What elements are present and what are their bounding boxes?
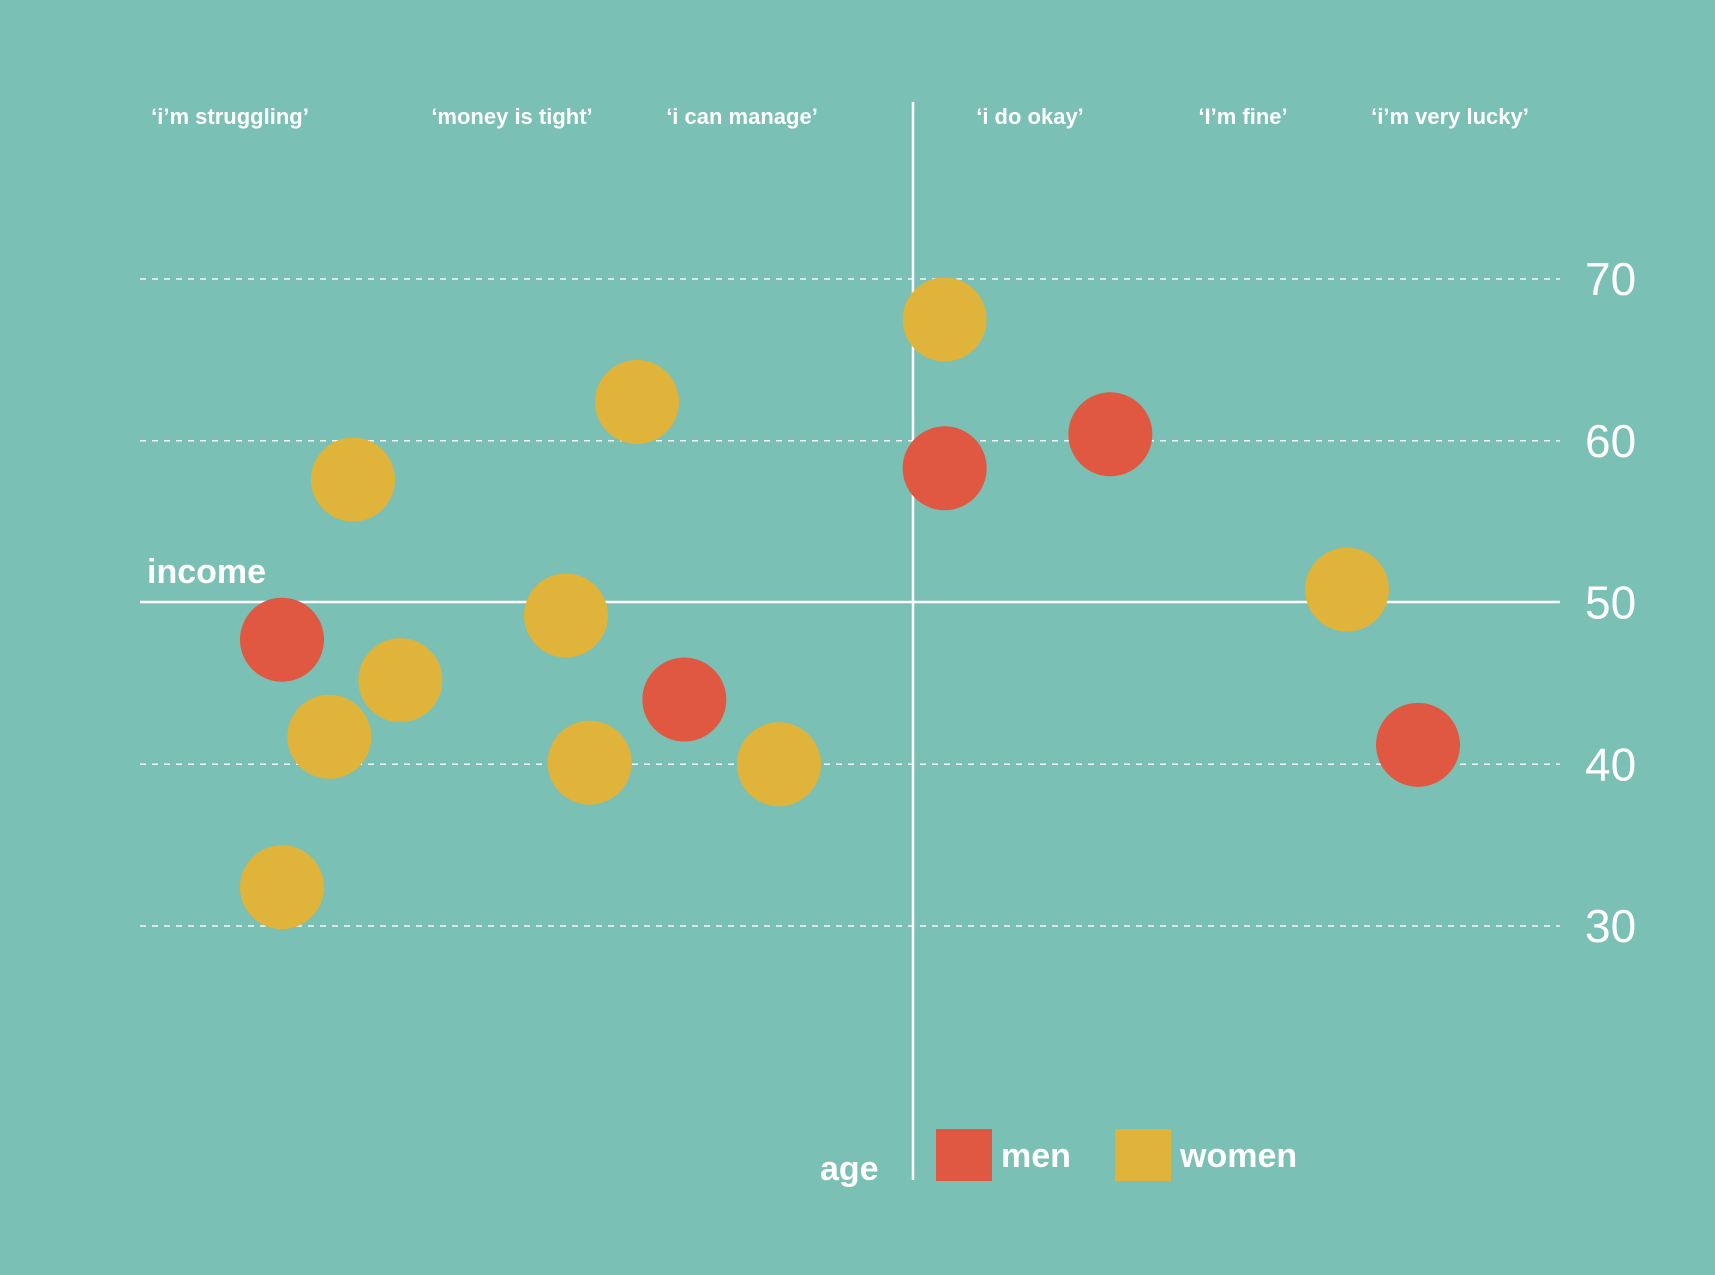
y-tick-labels: 70 60 50 40 30 xyxy=(1585,253,1636,952)
category-label: ‘i’m very lucky’ xyxy=(1371,104,1529,129)
axis-layer xyxy=(140,102,1560,1180)
x-axis-label: income xyxy=(147,553,266,591)
y-tick-label: 30 xyxy=(1585,900,1636,952)
category-label: ‘i’m struggling’ xyxy=(151,104,309,129)
data-points xyxy=(240,277,1460,930)
women-point xyxy=(737,722,821,807)
women-point xyxy=(358,638,443,723)
men-point xyxy=(1068,392,1153,477)
women-point xyxy=(902,277,987,362)
women-point xyxy=(547,720,632,805)
y-axis-label: age xyxy=(820,1150,879,1188)
legend-swatch-women xyxy=(1115,1129,1171,1181)
category-labels: ‘i’m struggling’ ‘money is tight’ ‘i can m… xyxy=(151,104,1529,129)
women-point xyxy=(240,845,324,930)
y-tick-label: 70 xyxy=(1585,253,1636,305)
men-point xyxy=(642,657,727,742)
y-tick-label: 50 xyxy=(1585,577,1636,629)
legend-label-women: women xyxy=(1179,1137,1297,1175)
women-point xyxy=(311,437,395,522)
y-tick-label: 60 xyxy=(1585,415,1636,467)
women-point xyxy=(287,694,372,779)
men-point xyxy=(902,426,987,511)
legend-swatch-men xyxy=(936,1129,992,1181)
category-label: ‘i can manage’ xyxy=(666,104,818,129)
legend-label-men: men xyxy=(1001,1137,1071,1175)
grid-layer xyxy=(140,278,1560,927)
women-point xyxy=(1305,547,1389,632)
category-label: ‘i do okay’ xyxy=(976,104,1084,129)
women-point xyxy=(524,573,608,658)
legend: men women xyxy=(936,1129,1297,1181)
men-point xyxy=(240,597,324,682)
category-label: ‘money is tight’ xyxy=(431,104,592,129)
y-tick-label: 40 xyxy=(1585,738,1636,790)
women-point xyxy=(595,359,679,444)
men-point xyxy=(1376,702,1460,787)
category-label: ‘I’m fine’ xyxy=(1198,104,1287,129)
